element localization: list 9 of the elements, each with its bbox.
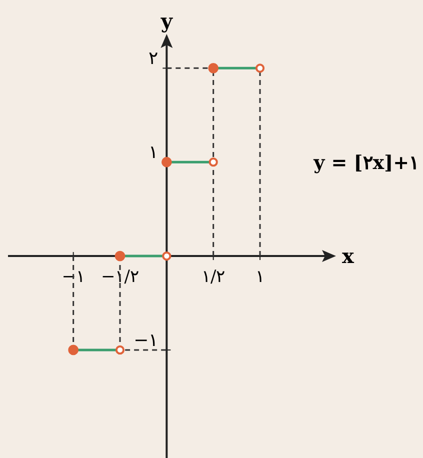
y-tick-label: ۱ bbox=[148, 142, 159, 164]
x-tick-label: ۱ bbox=[256, 267, 264, 288]
y-tick-label: −۱ bbox=[134, 330, 159, 351]
annotation: y = [۲x]+۱ bbox=[312, 152, 419, 174]
y-tick-label: ۲ bbox=[148, 48, 159, 70]
y-axis-title: y bbox=[160, 9, 174, 33]
x-tick-label: ۱/۲ bbox=[201, 267, 226, 288]
x-axis-title: x bbox=[342, 244, 355, 268]
x-tick-label: −۱ bbox=[62, 267, 85, 288]
